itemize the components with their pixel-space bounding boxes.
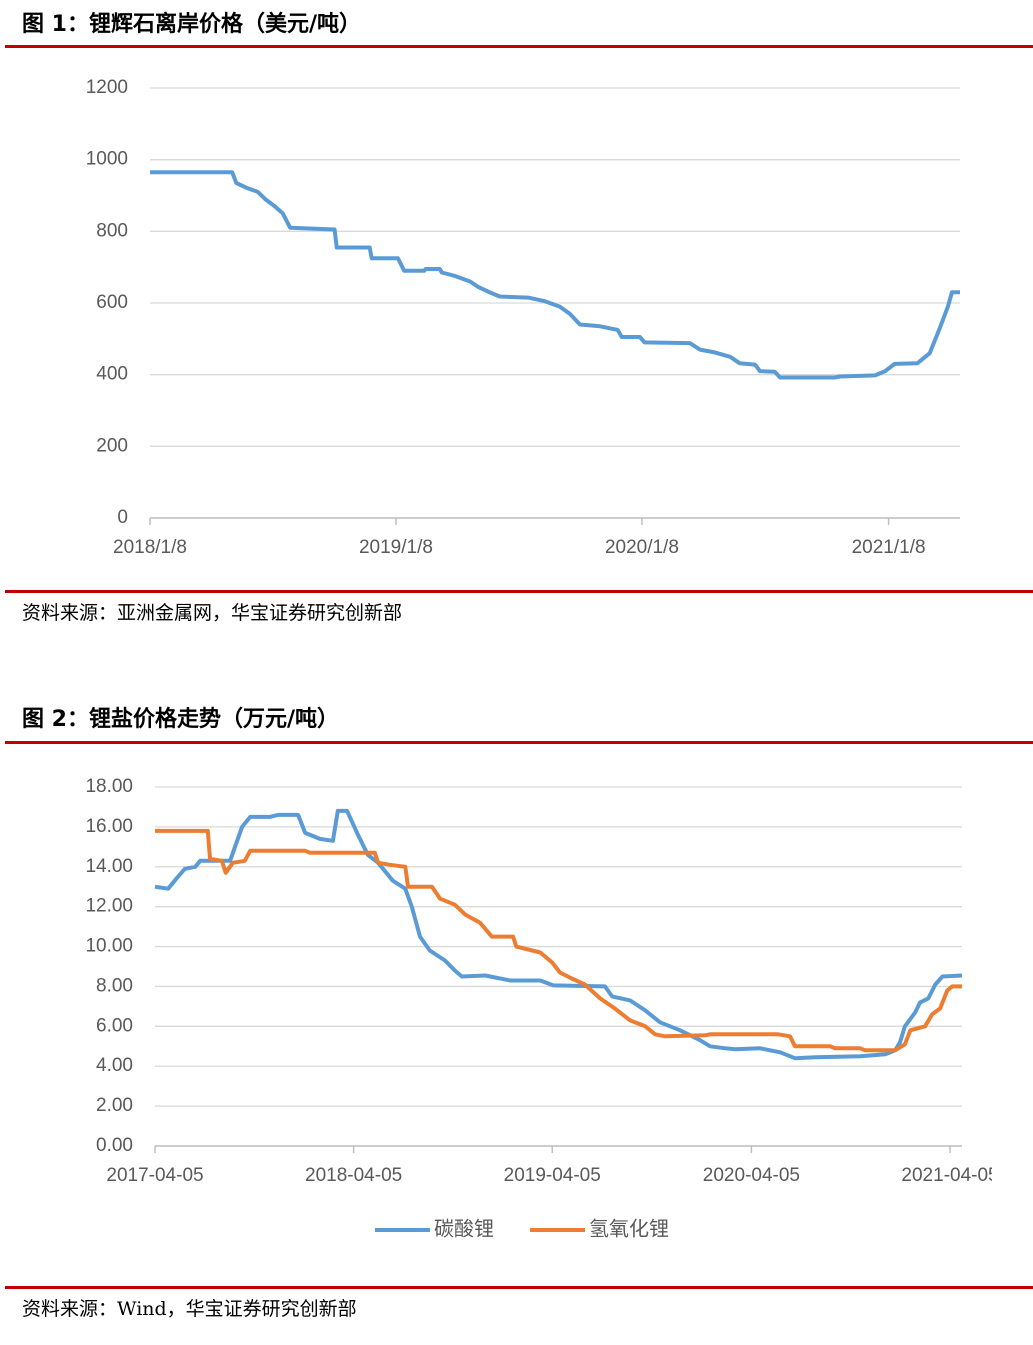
y-tick-label: 4.00 (96, 1055, 133, 1076)
source: 资料来源：亚洲金属网，华宝证券研究创新部 (22, 602, 402, 624)
y-tick-label: 400 (96, 364, 128, 385)
legend-label: 碳酸锂 (434, 1217, 494, 1241)
x-tick-label: 2017-04-05 (106, 1165, 203, 1186)
figure-title: 图 2：锂盐价格走势（万元/吨） (22, 706, 339, 732)
x-tick-label: 2020-04-05 (703, 1165, 800, 1186)
rule (5, 590, 1033, 593)
figure-title: 图 1：锂辉石离岸价格（美元/吨） (22, 11, 361, 37)
x-tick-label: 2018/1/8 (113, 537, 187, 558)
x-tick-label: 2019-04-05 (504, 1165, 601, 1186)
y-tick-label: 12.00 (85, 896, 133, 917)
y-tick-label: 10.00 (85, 936, 133, 957)
y-tick-label: 200 (96, 435, 128, 456)
y-tick-label: 1200 (86, 77, 128, 98)
y-tick-label: 800 (96, 220, 128, 241)
legend-label: 氢氧化锂 (589, 1217, 669, 1241)
data-line (150, 170, 960, 380)
y-tick-label: 16.00 (85, 816, 133, 837)
y-tick-label: 1000 (86, 149, 128, 170)
y-tick-label: 0.00 (96, 1135, 133, 1156)
data-line (155, 828, 962, 1053)
y-tick-label: 0 (117, 507, 128, 528)
x-tick-label: 2021/1/8 (852, 537, 926, 558)
source: 资料来源：Wind，华宝证券研究创新部 (22, 1298, 357, 1320)
rule (5, 1286, 1033, 1289)
y-tick-label: 8.00 (96, 975, 133, 996)
x-tick-label: 2019/1/8 (359, 537, 433, 558)
y-tick-label: 6.00 (96, 1015, 133, 1036)
x-tick-label: 2021-04-05 (901, 1165, 998, 1186)
x-tick-label: 2018-04-05 (305, 1165, 402, 1186)
rule (5, 741, 1033, 744)
data-line (154, 808, 963, 1061)
x-tick-label: 2020/1/8 (605, 537, 679, 558)
y-tick-label: 2.00 (96, 1095, 133, 1116)
y-tick-label: 18.00 (85, 776, 133, 797)
y-tick-label: 14.00 (85, 856, 133, 877)
y-tick-label: 600 (96, 292, 128, 313)
rule (5, 45, 1033, 48)
